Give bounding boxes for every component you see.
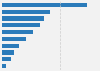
Bar	[2, 10, 50, 14]
Bar	[2, 50, 14, 55]
Bar	[2, 44, 19, 48]
Bar	[2, 64, 6, 68]
Bar	[2, 37, 26, 41]
Bar	[2, 23, 40, 27]
Bar	[2, 57, 11, 61]
Bar	[2, 3, 87, 7]
Bar	[2, 16, 44, 21]
Bar	[2, 30, 33, 34]
